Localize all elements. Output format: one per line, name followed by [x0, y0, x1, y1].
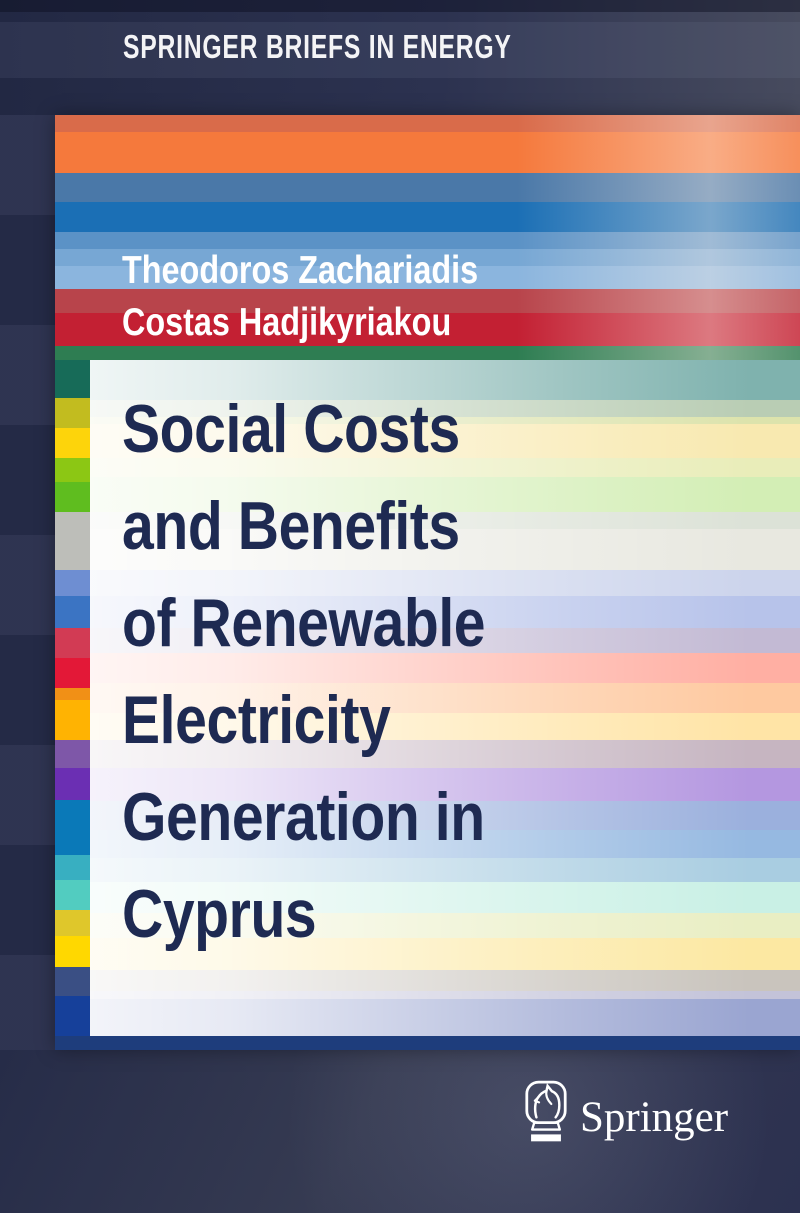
- cover-stripe: [55, 855, 90, 880]
- cover-stripe: [90, 991, 800, 999]
- title-line-5: Generation in: [122, 779, 485, 855]
- cover-stripe: [90, 830, 800, 858]
- cover-left-color-strip: [55, 360, 90, 1036]
- cover-stripe: [90, 512, 800, 529]
- cover-stripe: [55, 313, 800, 346]
- publisher-wordmark: Springer: [580, 1094, 729, 1141]
- book-cover: Theodoros Zachariadis Costas Hadjikyriak…: [55, 115, 800, 1050]
- cover-stripe: [55, 740, 90, 768]
- cover-stripe: [55, 700, 90, 740]
- cover-stripe: [90, 628, 800, 653]
- title-line-4: Electricity: [122, 682, 391, 758]
- cover-stripe: [90, 768, 800, 801]
- cover-stripe: [55, 880, 90, 910]
- cover-stripe: [55, 428, 90, 458]
- cover-stripe: [90, 913, 800, 938]
- cover-stripe: [55, 936, 90, 967]
- cover-stripe: [90, 424, 800, 458]
- cover-stripe: [90, 801, 800, 830]
- cover-stripe: [90, 417, 800, 424]
- cover-stripe: [55, 570, 90, 596]
- cover-stripe: [55, 512, 90, 570]
- cover-stripe: [90, 740, 800, 768]
- cover-stripe: [55, 458, 90, 482]
- cover-stripe: [55, 173, 800, 202]
- cover-stripe: [90, 653, 800, 683]
- series-band: [0, 22, 800, 78]
- author-1: Theodoros Zachariadis: [122, 249, 479, 292]
- cover-stripe: [55, 115, 800, 132]
- cover-stripe: [90, 882, 800, 913]
- backdrop-top-edge: [0, 0, 800, 12]
- cover-stripe: [90, 458, 800, 477]
- cover-stripe: [90, 683, 800, 713]
- cover-stripe: [55, 289, 800, 313]
- cover-stripe: [90, 360, 800, 400]
- cover-stripe: [55, 768, 90, 800]
- publisher-logo: Springer: [522, 1080, 732, 1150]
- cover-stripe: [55, 688, 90, 700]
- title-line-3: of Renewable: [122, 585, 486, 661]
- title-line-1: Social Costs: [122, 391, 460, 467]
- cover-bottom-stripe: [55, 1036, 800, 1050]
- cover-top-stripes: [55, 115, 800, 360]
- title-line-6: Cyprus: [122, 876, 317, 952]
- cover-stripe: [55, 996, 90, 1036]
- cover-stripe: [55, 596, 90, 628]
- title-line-2: and Benefits: [122, 488, 460, 564]
- cover-stripe: [90, 477, 800, 512]
- cover-title-panel: [90, 360, 800, 1036]
- cover-stripe: [55, 398, 90, 428]
- cover-stripe: [55, 132, 800, 173]
- cover-stripe: [55, 800, 90, 855]
- cover-stripe: [90, 596, 800, 628]
- cover-stripe: [55, 249, 800, 266]
- cover-stripe: [90, 938, 800, 970]
- cover-stripe: [90, 570, 800, 596]
- springer-horse-icon: [525, 1080, 567, 1142]
- book-title-text: Social Costs and Benefits of Renewable E…: [122, 381, 486, 963]
- cover-stripe: [90, 970, 800, 991]
- cover-stripe: [90, 529, 800, 570]
- cover-stripe: [90, 858, 800, 882]
- cover-stripe: [55, 910, 90, 936]
- cover-stripe: [55, 482, 90, 512]
- cover-stripe: [55, 628, 90, 658]
- author-2: Costas Hadjikyriakou: [122, 301, 452, 344]
- cover-stripe: [55, 266, 800, 289]
- series-title: SPRINGER BRIEFS IN ENERGY: [123, 28, 512, 65]
- backdrop-top: [0, 0, 800, 115]
- cover-stripe: [55, 658, 90, 688]
- backdrop-left-column: [0, 115, 55, 1050]
- cover-stripe: [90, 713, 800, 740]
- cover-stripe: [55, 360, 90, 398]
- backdrop-bottom: [0, 1050, 800, 1213]
- author-names: Theodoros Zachariadis Costas Hadjikyriak…: [122, 245, 478, 349]
- cover-stripe: [90, 400, 800, 417]
- cover-stripe: [90, 999, 800, 1036]
- cover-stripe: [55, 346, 800, 360]
- cover-stripe: [55, 967, 90, 996]
- cover-stripe: [55, 232, 800, 249]
- cover-stripe: [55, 202, 800, 232]
